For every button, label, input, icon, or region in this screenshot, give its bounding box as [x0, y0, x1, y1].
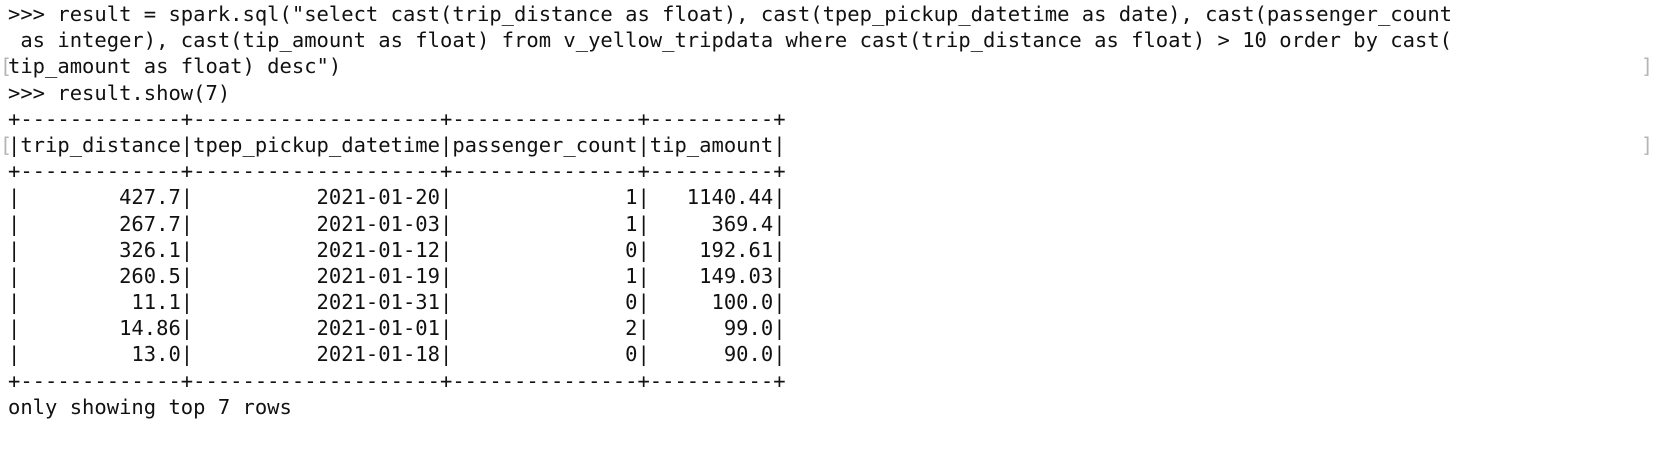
wrap-marker-right: ] [1641, 133, 1654, 157]
terminal-output: >>> result = spark.sql("select cast(trip… [8, 1, 1452, 420]
terminal-line-command-2: as integer), cast(tip_amount as float) f… [8, 28, 1453, 53]
table-header-row: |trip_distance|tpep_pickup_datetime|pass… [8, 132, 786, 157]
terminal-line-command-1: >>> result = spark.sql("select cast(trip… [8, 2, 1453, 26]
table-row: | 427.7| 2021-01-20| 1| 1140.44| [8, 185, 786, 210]
terminal-line-show-command: >>> result.show(7) [8, 80, 231, 105]
table-row: | 260.5| 2021-01-19| 1| 149.03| [8, 263, 786, 288]
table-row: | 326.1| 2021-01-12| 0| 192.61| [8, 237, 786, 262]
wrap-marker-left: [ [0, 54, 13, 78]
table-border-bottom: +-------------+--------------------+----… [8, 368, 786, 393]
wrap-marker-left: [ [0, 133, 13, 157]
table-row: | 267.7| 2021-01-03| 1| 369.4| [8, 211, 786, 236]
table-row: | 14.86| 2021-01-01| 2| 99.0| [8, 316, 786, 341]
table-border-header: +-------------+--------------------+----… [8, 159, 786, 184]
table-footer-note: only showing top 7 rows [8, 394, 292, 419]
terminal-line-command-3: tip_amount as float) desc") [8, 54, 342, 79]
table-row: | 13.0| 2021-01-18| 0| 90.0| [8, 342, 786, 367]
table-border-top: +-------------+--------------------+----… [8, 106, 786, 131]
wrap-marker-right: ] [1641, 54, 1654, 78]
table-row: | 11.1| 2021-01-31| 0| 100.0| [8, 290, 786, 315]
